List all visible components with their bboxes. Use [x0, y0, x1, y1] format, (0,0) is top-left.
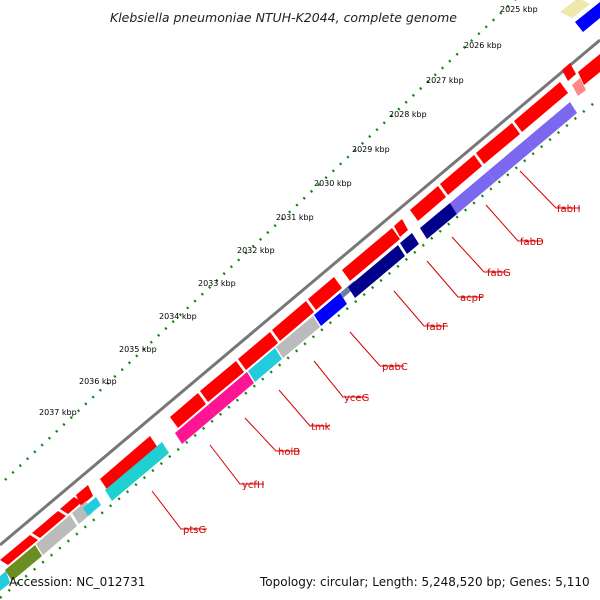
gene-label-fabG: fabG	[487, 268, 511, 279]
gene-label-holB: holB	[278, 447, 300, 458]
cds-feature	[60, 497, 82, 514]
cds-feature	[308, 277, 342, 310]
cds-feature	[200, 361, 244, 402]
genome-backbone	[0, 38, 600, 547]
feature-bar	[83, 497, 101, 516]
cds-feature	[410, 186, 446, 221]
kbp-label: 2032 kbp	[237, 246, 275, 255]
cds-feature	[572, 78, 586, 96]
cds-feature	[394, 219, 408, 237]
feature-bar	[248, 348, 282, 382]
feature-bar	[526, 102, 577, 150]
cds-feature	[32, 511, 66, 538]
kbp-label: 2026 kbp	[464, 41, 502, 50]
cds-feature	[342, 228, 400, 281]
cds-feature	[100, 436, 158, 491]
feature-bar	[348, 245, 405, 298]
accession-label: Accession: NC_012731	[9, 575, 146, 589]
leader-line	[278, 389, 330, 427]
gene-leader-lines	[151, 170, 580, 530]
cds-feature	[0, 535, 38, 565]
leader-line	[451, 236, 508, 273]
gene-label-tmk: tmk	[311, 422, 331, 433]
gene-label-ycfH: ycfH	[242, 480, 264, 491]
feature-bar	[314, 293, 347, 326]
scale-ring-dots	[4, 0, 517, 481]
cds-feature	[562, 63, 576, 81]
leader-line	[485, 204, 542, 242]
leader-line	[393, 290, 448, 327]
leader-line	[244, 417, 300, 452]
feature-bar	[208, 372, 254, 416]
feature-bar	[0, 571, 10, 591]
gene-label-fabF: fabF	[426, 322, 448, 333]
feature-bar	[105, 442, 169, 501]
cds-feature	[272, 301, 314, 341]
kbp-label: 2029 kbp	[352, 145, 390, 154]
gene-label-pabC: pabC	[382, 362, 408, 373]
kbp-label: 2030 kbp	[314, 179, 352, 188]
inner-tick-ring	[0, 97, 600, 599]
leader-line	[151, 490, 207, 530]
leader-line	[349, 331, 404, 367]
cds-feature	[76, 485, 93, 506]
cds-feature	[170, 393, 206, 428]
feature-bar	[276, 316, 320, 358]
kbp-label: 2037 kbp	[39, 408, 77, 417]
cds-feature	[514, 82, 568, 132]
gene-label-yceG: yceG	[344, 393, 369, 404]
gene-label-group: fabH fabD fabG acpP fabF pabC yceG tmk h…	[183, 204, 581, 536]
gene-label-fabD: fabD	[520, 237, 544, 248]
kbp-label: 2034 kbp	[159, 312, 197, 321]
leader-line	[209, 444, 264, 485]
map-title: Klebsiella pneumoniae NTUH-K2044, comple…	[110, 10, 457, 25]
genome-summary: Topology: circular; Length: 5,248,520 bp…	[260, 575, 590, 589]
leader-line	[313, 360, 367, 398]
kbp-label: 2035 kbp	[119, 345, 157, 354]
forward-strand	[0, 54, 600, 565]
cds-feature	[440, 155, 482, 195]
feature-bar	[488, 139, 533, 182]
feature-bar	[575, 2, 600, 32]
kbp-label: 2036 kbp	[79, 377, 117, 386]
feature-bar	[420, 203, 457, 239]
feature-bar	[36, 515, 77, 555]
gene-label-fabH: fabH	[557, 204, 581, 215]
kbp-label-group: 2025 kbp 2026 kbp 2027 kbp 2028 kbp 2029…	[39, 5, 538, 417]
gene-label-ptsG: ptsG	[183, 525, 206, 536]
cds-feature	[238, 332, 278, 370]
kbp-label: 2027 kbp	[426, 76, 464, 85]
kbp-label: 2033 kbp	[198, 279, 236, 288]
kbp-label: 2028 kbp	[389, 110, 427, 119]
cds-feature	[476, 123, 520, 164]
gene-label-acpP: acpP	[460, 293, 484, 304]
kbp-label: 2031 kbp	[276, 213, 314, 222]
cds-feature	[578, 54, 600, 85]
kbp-label: 2025 kbp	[500, 5, 538, 14]
leader-line	[426, 260, 482, 298]
feature-bar	[175, 405, 215, 444]
feature-bar	[560, 0, 590, 18]
feature-bar	[450, 171, 495, 214]
leader-line	[519, 170, 580, 209]
feature-bar	[400, 233, 419, 254]
feature-bar	[5, 545, 42, 581]
